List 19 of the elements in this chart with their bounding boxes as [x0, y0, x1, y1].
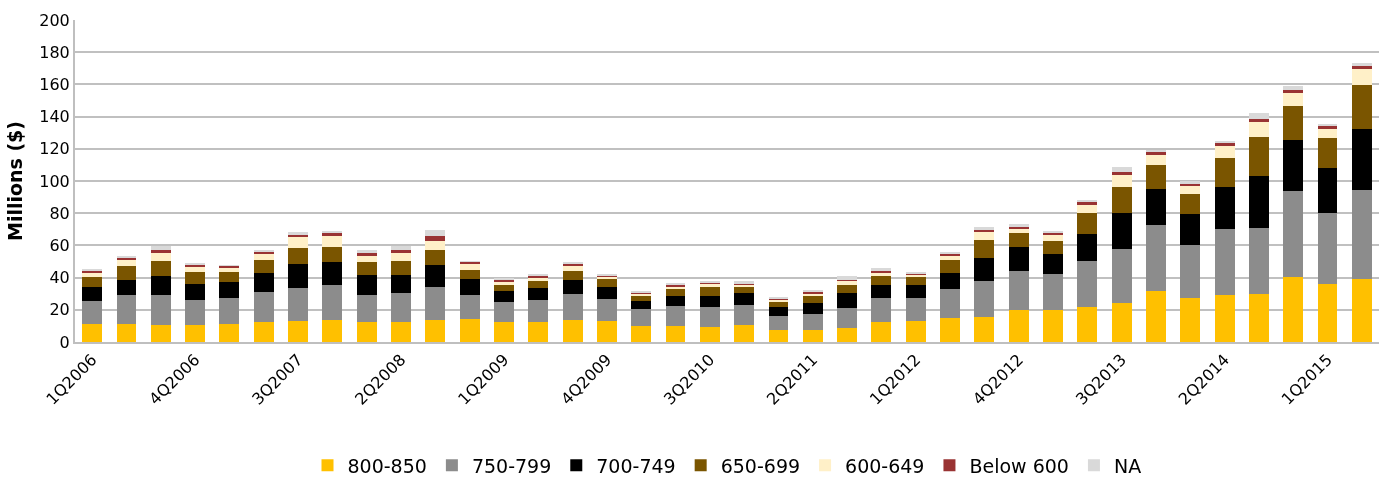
y-tick-label: 180	[39, 42, 70, 62]
y-tick-label: 100	[39, 171, 70, 191]
y-tick-label: 0	[59, 332, 70, 352]
legend-label: 750-799	[471, 454, 552, 477]
legend-label: 600-649	[845, 454, 925, 477]
legend-label: 700-749	[596, 454, 676, 477]
y-tick-label: 160	[39, 75, 70, 94]
y-tick-label: 200	[39, 10, 70, 30]
y-tick-label: 40	[49, 268, 70, 288]
y-tick-label: 80	[49, 203, 70, 223]
y-tick-label: 140	[39, 107, 70, 127]
y-axis-title: Millions ($)	[3, 120, 26, 242]
legend-label: NA	[1113, 454, 1142, 477]
legend-label: 800-850	[347, 454, 427, 477]
legend-label: Below 600	[969, 454, 1069, 477]
y-tick-label: 120	[39, 139, 70, 159]
y-tick-label: 20	[49, 300, 70, 320]
y-tick-label: 60	[49, 236, 70, 255]
legend-label: 650-699	[720, 454, 801, 477]
